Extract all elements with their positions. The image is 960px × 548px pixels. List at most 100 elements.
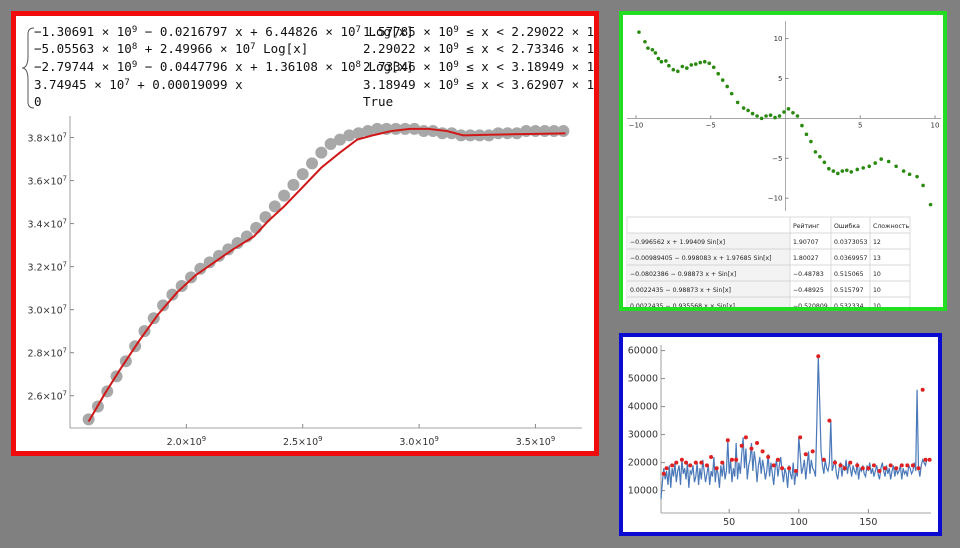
- data-point: [259, 211, 272, 224]
- data-point: [643, 39, 647, 44]
- data-point: [921, 183, 925, 188]
- data-point: [795, 114, 800, 118]
- data-point: [855, 167, 860, 172]
- data-point: [735, 100, 740, 105]
- piecewise-fit-svg: −1.30691 × 109 − 0.0216797 x + 6.44826 ×…: [21, 24, 594, 448]
- data-point: [741, 106, 746, 110]
- data-point: [343, 129, 356, 142]
- table-cell: 0.0022435 − 0.935568 x × Sin[x]: [630, 303, 735, 307]
- x-tick-label: 50: [723, 517, 735, 528]
- peak-point: [720, 460, 725, 465]
- data-point: [389, 122, 402, 135]
- x-tick-label: −5: [706, 121, 716, 129]
- data-point: [492, 127, 505, 140]
- table-cell: −0.00989405 − 0.998083 x + 1.97685 Sin[x…: [630, 255, 772, 262]
- piecewise-cond-2: 2.73346 × 109 ≤ x < 3.18949 × 109: [363, 59, 594, 74]
- data-point: [646, 46, 650, 50]
- peak-point: [734, 457, 739, 462]
- y-tick-label: −10: [768, 195, 783, 203]
- data-point: [231, 236, 244, 249]
- piecewise-expr-0: −1.30691 × 109 − 0.0216797 x + 6.44826 ×…: [34, 24, 414, 39]
- y-tick-label: 50000: [628, 374, 658, 385]
- table-cell: −0.0802386 − 0.98873 x + Sin[x]: [630, 271, 736, 278]
- data-point: [791, 111, 795, 115]
- peak-point: [916, 466, 921, 471]
- y-tick-label: −5: [772, 155, 782, 163]
- table-row-bg: [627, 265, 790, 281]
- data-point: [813, 150, 818, 154]
- table-header: Рейтинг: [793, 222, 819, 230]
- peak-point: [803, 452, 808, 457]
- data-point: [212, 249, 225, 262]
- peak-point: [920, 387, 925, 392]
- piecewise-cond-0: 1.57785 × 109 ≤ x < 2.29022 × 109: [363, 24, 594, 39]
- peak-point: [827, 418, 832, 423]
- data-point: [689, 63, 694, 67]
- table-cell: 1.90707: [793, 239, 819, 246]
- peak-point: [684, 460, 689, 465]
- peak-point: [760, 449, 765, 454]
- data-point: [306, 157, 319, 170]
- peak-point: [787, 466, 792, 471]
- data-point: [886, 159, 891, 164]
- y-tick-label: 3.6×107: [27, 175, 67, 188]
- peak-point: [674, 460, 679, 465]
- y-tick-label: 30000: [628, 430, 658, 441]
- data-point: [185, 271, 198, 284]
- peak-point: [810, 449, 815, 454]
- data-point: [175, 279, 188, 292]
- piecewise-brace: [21, 27, 35, 109]
- data-point: [371, 122, 384, 135]
- data-point: [849, 170, 854, 174]
- peak-point: [842, 466, 847, 471]
- peak-point: [693, 460, 698, 465]
- data-point: [764, 114, 768, 118]
- y-tick-label: 40000: [628, 402, 658, 413]
- x-tick-label: 10: [931, 121, 940, 129]
- data-point: [907, 172, 912, 177]
- data-point: [755, 114, 759, 118]
- table-row-bg: [627, 281, 790, 297]
- peak-point: [883, 466, 888, 471]
- symbolic-regression-panel: −10 −5 5 10 10 5 −5 −10 Рейтинг Ошибка Сложность −0…: [619, 11, 947, 311]
- peak-point: [755, 441, 760, 445]
- peak-point: [664, 466, 669, 471]
- data-point: [664, 59, 668, 63]
- data-point: [836, 171, 840, 176]
- data-point: [637, 30, 641, 34]
- data-point: [676, 69, 680, 74]
- peak-point: [688, 463, 693, 468]
- x-tick-label: −10: [629, 121, 644, 129]
- peak-point: [905, 463, 910, 468]
- piecewise-fit-panel: −1.30691 × 109 − 0.0216797 x + 6.44826 ×…: [11, 11, 599, 456]
- peak-point: [894, 466, 899, 471]
- data-point: [750, 111, 755, 116]
- peak-point: [670, 463, 675, 468]
- piecewise-expr-4: 0: [34, 94, 42, 109]
- table-cell: 10: [873, 303, 881, 307]
- peak-point: [704, 463, 709, 468]
- x-tick-label: 2.0×109: [167, 435, 207, 448]
- data-point: [194, 262, 207, 275]
- peak-point: [860, 466, 865, 471]
- table-row-bg: [627, 249, 790, 265]
- data-point: [278, 189, 291, 202]
- peak-point: [714, 466, 719, 471]
- y-tick-label: 2.8×107: [27, 347, 67, 360]
- data-point: [711, 65, 716, 70]
- data-point: [822, 160, 827, 165]
- table-header: Ошибка: [834, 222, 860, 230]
- y-tick-label: 3.4×107: [27, 218, 67, 231]
- peak-point: [743, 435, 748, 440]
- x-tick-label: 3.0×109: [399, 435, 439, 448]
- table-header: Сложность: [873, 223, 909, 230]
- table-cell: 10: [873, 271, 881, 278]
- data-point: [827, 166, 831, 171]
- peak-point: [661, 471, 666, 476]
- data-point: [501, 127, 514, 140]
- peak-point: [888, 463, 893, 468]
- data-point: [840, 169, 845, 173]
- piecewise-expr-3: 3.74945 × 107 + 0.00019099 x: [34, 77, 243, 92]
- data-point: [746, 108, 750, 113]
- data-point: [287, 178, 300, 191]
